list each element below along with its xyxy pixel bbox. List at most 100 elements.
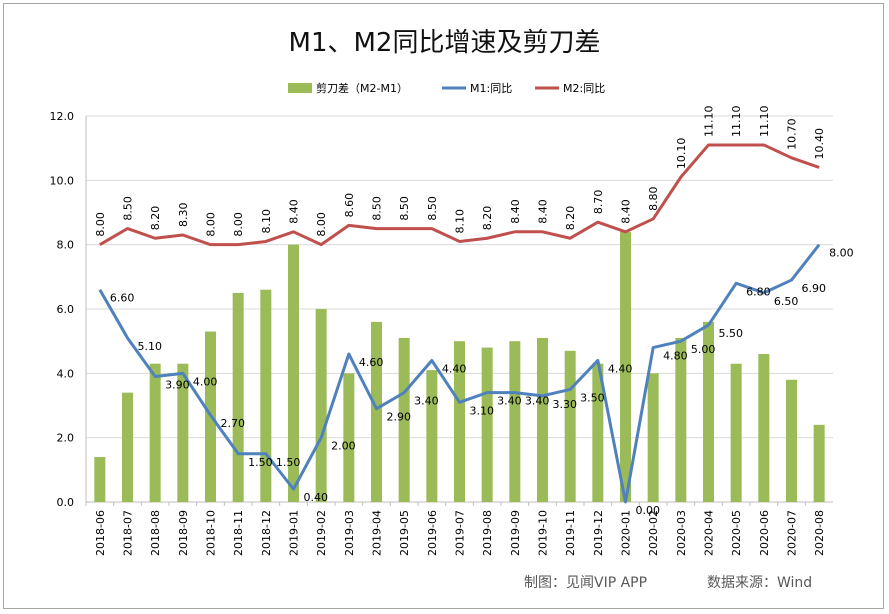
m2-label: 8.40 — [288, 199, 301, 224]
x-tick-label: 2018-11 — [232, 510, 245, 556]
m2-label: 8.50 — [398, 196, 411, 221]
bar-2019-11 — [564, 350, 576, 502]
m2-label: 8.10 — [260, 209, 273, 234]
m2-label: 8.20 — [149, 206, 162, 231]
m2-label: 8.40 — [509, 199, 522, 224]
m1-label: 5.50 — [719, 327, 744, 340]
y-tick-label: 0.0 — [57, 496, 75, 509]
m2-label: 8.20 — [564, 206, 577, 231]
x-tick-label: 2020-06 — [758, 510, 771, 556]
m1-label: 3.90 — [165, 379, 190, 392]
x-tick-label: 2020-05 — [730, 510, 743, 556]
y-tick-label: 10.0 — [50, 174, 75, 187]
bar-2018-08 — [149, 363, 161, 502]
bar-2019-08 — [481, 347, 493, 502]
bar-2020-06 — [758, 354, 770, 502]
m1-label: 8.00 — [829, 247, 854, 260]
m1-label: 2.90 — [387, 411, 412, 424]
bar-2020-08 — [813, 424, 825, 502]
line-series — [98, 143, 821, 504]
x-tick-label: 2018-09 — [177, 510, 190, 556]
x-tick-label: 2019-03 — [343, 510, 356, 556]
m2-label: 8.00 — [315, 212, 328, 237]
bar-2018-07 — [122, 392, 133, 502]
x-tick-label: 2019-04 — [371, 510, 384, 556]
x-tick-label: 2020-03 — [675, 510, 688, 556]
m2-label: 11.10 — [703, 105, 716, 137]
m2-label: 8.00 — [232, 212, 245, 237]
m1-label: 0.40 — [304, 491, 329, 504]
m2-label: 8.60 — [343, 193, 356, 218]
m2-label: 10.70 — [786, 118, 799, 150]
m2-label: 8.50 — [371, 196, 384, 221]
bar-2019-10 — [537, 337, 548, 502]
m2-label: 11.10 — [758, 105, 771, 137]
x-tick-label: 2020-04 — [703, 510, 716, 556]
x-tick-label: 2018-08 — [149, 510, 162, 556]
m1-label: 3.30 — [553, 398, 578, 411]
y-tick-label: 2.0 — [57, 432, 75, 445]
x-tick-label: 2019-08 — [481, 510, 494, 556]
x-tick-label: 2019-02 — [315, 510, 328, 556]
x-tick-label: 2020-01 — [620, 510, 633, 556]
m2-label: 8.70 — [592, 190, 605, 215]
y-tick-label: 12.0 — [50, 110, 75, 123]
x-tick-label: 2019-10 — [537, 510, 550, 556]
footer-source: 数据来源：Wind — [707, 575, 813, 591]
m1-label: 2.00 — [331, 440, 356, 453]
y-axis-ticks: 0.0 2.0 4.0 6.0 8.0 10.0 12.0 — [50, 110, 75, 509]
m1-label: 6.90 — [802, 282, 827, 295]
bar-2019-02 — [315, 309, 327, 502]
m1-label: 3.40 — [414, 395, 439, 408]
x-tick-label: 2019-11 — [564, 510, 577, 556]
m2-label: 8.00 — [94, 212, 107, 237]
footer-credit: 制图：见闻VIP APP — [524, 575, 648, 591]
m2-label: 8.20 — [481, 206, 494, 231]
bar-2019-07 — [454, 341, 465, 502]
m1-label: 4.40 — [608, 362, 633, 375]
m1-label: 0.00 — [636, 504, 661, 517]
x-axis-ticks: 2018-06 2018-07 2018-08 2018-09 2018-10 2018-… — [85, 502, 826, 556]
bar-2020-02 — [647, 373, 659, 502]
m1-label: 3.40 — [525, 395, 550, 408]
m2-label: 8.10 — [454, 209, 467, 234]
x-tick-label: 2019-12 — [592, 510, 605, 556]
m2-label: 10.10 — [675, 138, 688, 170]
m2-label: 8.30 — [177, 203, 190, 228]
m2-label: 10.40 — [813, 128, 826, 160]
m2-label: 11.10 — [730, 105, 743, 137]
m2-label: 8.40 — [537, 199, 550, 224]
m1-label: 3.40 — [497, 395, 521, 408]
m1-label: 3.50 — [580, 391, 605, 404]
x-tick-label: 2019-07 — [454, 510, 467, 556]
bar-2018-11 — [232, 292, 244, 502]
y-tick-label: 8.0 — [57, 239, 75, 252]
chart-frame — [3, 3, 884, 609]
bar-2019-12 — [592, 363, 604, 502]
bar-2020-04 — [703, 321, 714, 502]
bar-2020-07 — [786, 379, 797, 502]
m2-label: 8.50 — [426, 196, 439, 221]
m1-label: 4.80 — [663, 350, 688, 363]
m1-label: 4.00 — [193, 375, 218, 388]
bar-2020-03 — [675, 337, 687, 502]
x-tick-label: 2018-10 — [205, 510, 218, 556]
bar-2018-06 — [94, 456, 106, 502]
legend-swatch-bar — [288, 83, 312, 93]
x-tick-label: 2018-06 — [94, 510, 107, 556]
m2-line — [99, 143, 820, 247]
bar-2020-05 — [730, 363, 742, 502]
data-labels: 6.60 5.10 3.90 4.00 2.70 1.50 1.50 0.40 2.00 4.60… — [94, 105, 854, 517]
bar-2019-05 — [398, 337, 410, 502]
m1-label: 5.00 — [691, 343, 716, 356]
m2-label: 8.80 — [647, 186, 660, 211]
y-tick-label: 6.0 — [57, 303, 75, 316]
y-tick-label: 4.0 — [57, 367, 75, 380]
bar-2019-03 — [343, 373, 355, 502]
bar-2018-09 — [177, 363, 189, 502]
bar-series — [94, 231, 825, 503]
m2-label: 8.50 — [122, 196, 135, 221]
m1-label: 6.60 — [110, 292, 135, 305]
m1-label: 4.40 — [442, 362, 467, 375]
